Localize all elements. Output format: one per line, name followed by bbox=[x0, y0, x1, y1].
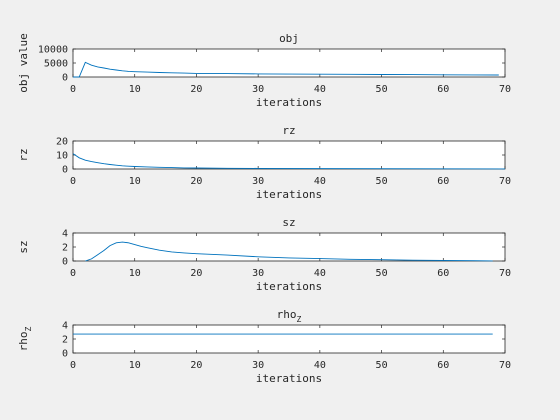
y-tick-label: 0 bbox=[62, 165, 68, 176]
x-axis-label: iterations bbox=[256, 188, 322, 201]
x-tick-label: 50 bbox=[376, 268, 388, 279]
y-axis-label: sz bbox=[17, 240, 30, 253]
y-tick-label: 0 bbox=[62, 73, 68, 84]
x-tick-label: 0 bbox=[70, 360, 76, 371]
y-axis-label: rhoZ bbox=[17, 326, 33, 351]
y-axis-label-text: rz bbox=[17, 148, 30, 161]
y-axis-label: obj value bbox=[17, 33, 30, 93]
x-tick-label: 0 bbox=[70, 176, 76, 187]
plot-area bbox=[72, 232, 506, 262]
plot-area bbox=[72, 140, 506, 170]
x-tick-label: 40 bbox=[314, 176, 326, 187]
x-tick-label: 40 bbox=[314, 360, 326, 371]
y-axis-label-text: obj value bbox=[17, 33, 30, 93]
x-tick-label: 20 bbox=[190, 84, 202, 95]
chart-title-text: sz bbox=[282, 216, 295, 229]
subscript: Z bbox=[297, 315, 302, 324]
x-tick-label: 10 bbox=[129, 268, 141, 279]
series-line-0 bbox=[85, 241, 493, 262]
y-tick-label: 2 bbox=[62, 243, 68, 254]
x-tick-label: 30 bbox=[252, 176, 264, 187]
y-axis-label: rz bbox=[17, 148, 30, 161]
subplot-2: 0 10 20 30 40 50 60 70 0 2 4 sz iterations sz bbox=[17, 216, 511, 293]
x-tick-label: 0 bbox=[70, 268, 76, 279]
x-tick-label: 60 bbox=[437, 360, 449, 371]
x-tick-label: 70 bbox=[499, 84, 511, 95]
x-axis-label: iterations bbox=[256, 96, 322, 109]
x-tick-label: 20 bbox=[190, 268, 202, 279]
y-axis-label-text: rho bbox=[17, 331, 30, 351]
x-tick-label: 60 bbox=[437, 84, 449, 95]
y-tick-label: 5000 bbox=[44, 59, 68, 70]
chart-title: rz bbox=[282, 124, 295, 137]
chart-title: obj bbox=[279, 32, 299, 45]
plot-area bbox=[72, 48, 506, 78]
y-tick-label: 0 bbox=[62, 257, 68, 268]
y-tick-label: 20 bbox=[56, 137, 68, 148]
x-axis-label: iterations bbox=[256, 372, 322, 385]
chart-title-text: rz bbox=[282, 124, 295, 137]
y-tick-label: 4 bbox=[62, 321, 68, 332]
subscript: Z bbox=[24, 326, 33, 331]
series-line-0 bbox=[72, 153, 506, 170]
x-tick-label: 50 bbox=[376, 176, 388, 187]
x-tick-label: 70 bbox=[499, 360, 511, 371]
x-tick-label: 40 bbox=[314, 268, 326, 279]
x-tick-label: 0 bbox=[70, 84, 76, 95]
plot-area bbox=[72, 324, 506, 354]
chart-title: rhoZ bbox=[277, 308, 302, 324]
y-tick-label: 0 bbox=[62, 349, 68, 360]
x-tick-label: 10 bbox=[129, 360, 141, 371]
x-tick-label: 50 bbox=[376, 360, 388, 371]
x-tick-label: 60 bbox=[437, 176, 449, 187]
x-axis-label: iterations bbox=[256, 280, 322, 293]
y-tick-label: 4 bbox=[62, 229, 68, 240]
subplot-1: 0 10 20 30 40 50 60 70 0 10 20 rz iterations rz bbox=[17, 124, 511, 201]
x-tick-label: 30 bbox=[252, 268, 264, 279]
y-tick-label: 10000 bbox=[38, 45, 68, 56]
x-tick-label: 20 bbox=[190, 360, 202, 371]
y-axis-label-text: sz bbox=[17, 240, 30, 253]
series-line-0 bbox=[73, 61, 499, 78]
chart-title: sz bbox=[282, 216, 295, 229]
y-tick-label: 2 bbox=[62, 335, 68, 346]
y-tick-label: 10 bbox=[56, 151, 68, 162]
x-tick-label: 20 bbox=[190, 176, 202, 187]
subplot-0: 0 10 20 30 40 50 60 70 0 5000 10000 obj iterations ob… bbox=[17, 32, 511, 109]
x-tick-label: 50 bbox=[376, 84, 388, 95]
chart-title-text: rho bbox=[277, 308, 297, 321]
x-tick-label: 40 bbox=[314, 84, 326, 95]
x-tick-label: 60 bbox=[437, 268, 449, 279]
chart-title-text: obj bbox=[279, 32, 299, 45]
x-tick-label: 70 bbox=[499, 268, 511, 279]
x-tick-label: 30 bbox=[252, 84, 264, 95]
x-tick-label: 30 bbox=[252, 360, 264, 371]
x-tick-label: 10 bbox=[129, 176, 141, 187]
x-tick-label: 70 bbox=[499, 176, 511, 187]
x-tick-label: 10 bbox=[129, 84, 141, 95]
